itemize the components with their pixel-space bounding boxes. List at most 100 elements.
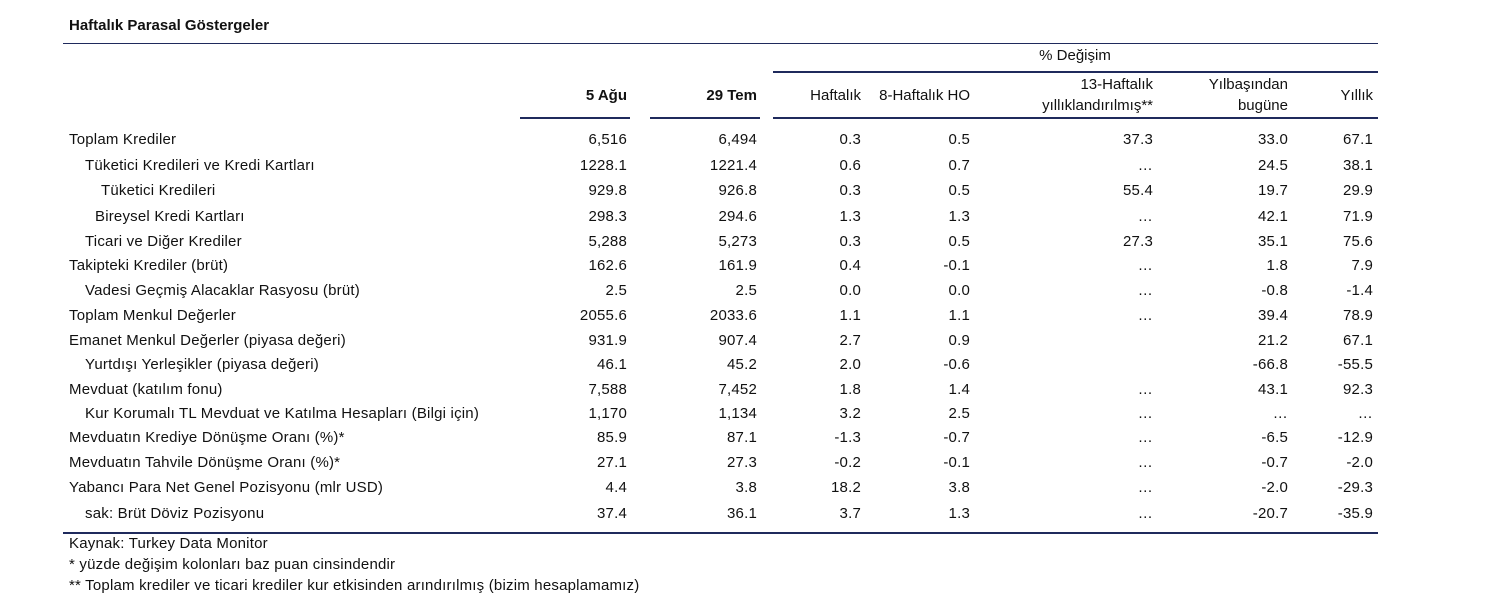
- page-title: Haftalık Parasal Göstergeler: [69, 17, 270, 34]
- row-value-col7: …: [1357, 405, 1373, 422]
- row-value-col5: …: [1137, 405, 1153, 422]
- source-note: Kaynak: Turkey Data Monitor: [69, 535, 268, 552]
- row-value-col4: 0.5: [948, 131, 970, 148]
- row-value-col2: 1,134: [718, 405, 757, 422]
- row-value-col1: 46.1: [597, 356, 627, 373]
- col-header-ytd-line2: bugüne: [1237, 97, 1288, 114]
- row-value-col5: …: [1137, 257, 1153, 274]
- row-value-col1: 1228.1: [579, 157, 627, 174]
- row-value-col6: 39.4: [1258, 307, 1288, 324]
- row-value-col7: -1.4: [1346, 282, 1373, 299]
- row-value-col4: 3.8: [948, 479, 970, 496]
- table-row: Yabancı Para Net Genel Pozisyonu (mlr US…: [0, 479, 1487, 503]
- row-label: Emanet Menkul Değerler (piyasa değeri): [69, 332, 346, 349]
- row-value-col7: 67.1: [1343, 332, 1373, 349]
- table-row: Vadesi Geçmiş Alacaklar Rasyosu (brüt) 2.…: [0, 282, 1487, 306]
- row-value-col5: …: [1137, 307, 1153, 324]
- table-row: Toplam Menkul Değerler 2055.6 2033.6 1.1 1.1…: [0, 307, 1487, 331]
- row-value-col4: 0.7: [948, 157, 970, 174]
- row-value-col5: …: [1137, 505, 1153, 522]
- row-value-col2: 36.1: [727, 505, 757, 522]
- row-value-col4: 1.3: [948, 208, 970, 225]
- row-value-col6: 21.2: [1258, 332, 1288, 349]
- row-value-col6: 1.8: [1266, 257, 1288, 274]
- row-value-col7: 29.9: [1343, 182, 1373, 199]
- row-value-col7: -55.5: [1337, 356, 1373, 373]
- row-value-col6: 33.0: [1258, 131, 1288, 148]
- row-value-col2: 87.1: [727, 429, 757, 446]
- table-row: Emanet Menkul Değerler (piyasa değeri) 93…: [0, 332, 1487, 356]
- row-label: Takipteki Krediler (brüt): [69, 257, 229, 274]
- row-value-col7: 75.6: [1343, 233, 1373, 250]
- row-value-col2: 5,273: [718, 233, 757, 250]
- row-value-col1: 1,170: [588, 405, 627, 422]
- row-value-col4: 1.1: [948, 307, 970, 324]
- percent-change-header: % Değişim: [1039, 47, 1111, 64]
- row-value-col5: …: [1137, 479, 1153, 496]
- row-value-col1: 929.8: [588, 182, 627, 199]
- col-header-haftalik: Haftalık: [810, 87, 861, 104]
- row-value-col5: …: [1137, 381, 1153, 398]
- row-value-col4: 2.5: [948, 405, 970, 422]
- row-value-col4: 1.4: [948, 381, 970, 398]
- row-value-col4: 0.5: [948, 233, 970, 250]
- row-value-col7: 78.9: [1343, 307, 1373, 324]
- top-rule: [63, 43, 1378, 44]
- row-label: Yabancı Para Net Genel Pozisyonu (mlr US…: [69, 479, 384, 496]
- row-label: sak: Brüt Döviz Pozisyonu: [85, 505, 265, 522]
- row-value-col3: 1.3: [839, 208, 861, 225]
- row-value-col4: -0.7: [943, 429, 970, 446]
- table-row: Yurtdışı Yerleşikler (piyasa değeri) 46.1…: [0, 356, 1487, 380]
- row-value-col2: 161.9: [718, 257, 757, 274]
- row-value-col3: 3.2: [839, 405, 861, 422]
- row-value-col3: 2.7: [839, 332, 861, 349]
- row-value-col7: -35.9: [1337, 505, 1373, 522]
- row-value-col4: 0.0: [948, 282, 970, 299]
- row-value-col2: 7,452: [718, 381, 757, 398]
- row-value-col5: …: [1137, 157, 1153, 174]
- row-label: Kur Korumalı TL Mevduat ve Katılma Hesap…: [85, 405, 480, 422]
- header-underline-col1: [520, 117, 630, 119]
- row-value-col1: 162.6: [588, 257, 627, 274]
- row-value-col5: …: [1137, 454, 1153, 471]
- header-underline-change: [773, 117, 1378, 119]
- row-value-col6: 24.5: [1258, 157, 1288, 174]
- row-value-col2: 907.4: [718, 332, 757, 349]
- row-value-col2: 27.3: [727, 454, 757, 471]
- row-label: Tüketici Kredileri: [101, 182, 216, 199]
- row-label: Ticari ve Diğer Krediler: [85, 233, 242, 250]
- row-value-col6: -6.5: [1261, 429, 1288, 446]
- row-value-col2: 2.5: [735, 282, 757, 299]
- row-value-col2: 2033.6: [709, 307, 757, 324]
- row-value-col1: 2055.6: [579, 307, 627, 324]
- row-value-col6: 42.1: [1258, 208, 1288, 225]
- row-value-col3: 0.3: [839, 233, 861, 250]
- table-row: Takipteki Krediler (brüt) 162.6 161.9 0.4 -0…: [0, 257, 1487, 281]
- row-value-col7: -29.3: [1337, 479, 1373, 496]
- row-value-col2: 3.8: [735, 479, 757, 496]
- row-value-col4: 1.3: [948, 505, 970, 522]
- table-row: Mevduatın Krediye Dönüşme Oranı (%)* 85.9…: [0, 429, 1487, 453]
- row-value-col6: -0.7: [1261, 454, 1288, 471]
- row-value-col1: 85.9: [597, 429, 627, 446]
- row-value-col6: 35.1: [1258, 233, 1288, 250]
- row-value-col2: 294.6: [718, 208, 757, 225]
- row-value-col6: -0.8: [1261, 282, 1288, 299]
- table-row: Bireysel Kredi Kartları 298.3 294.6 1.3 1.3 ……: [0, 208, 1487, 232]
- col-header-13-haftalik-line2: yıllıklandırılmış**: [1042, 97, 1153, 114]
- row-value-col6: …: [1272, 405, 1288, 422]
- row-value-col3: 0.0: [839, 282, 861, 299]
- row-value-col6: -2.0: [1261, 479, 1288, 496]
- row-value-col1: 4.4: [605, 479, 627, 496]
- row-value-col1: 7,588: [588, 381, 627, 398]
- footnote-1: * yüzde değişim kolonları baz puan cinsi…: [69, 556, 396, 573]
- row-value-col3: 0.6: [839, 157, 861, 174]
- row-value-col7: 38.1: [1343, 157, 1373, 174]
- footnote-2: ** Toplam krediler ve ticari krediler ku…: [69, 577, 640, 594]
- row-value-col7: 71.9: [1343, 208, 1373, 225]
- row-value-col7: 7.9: [1351, 257, 1373, 274]
- row-value-col7: -12.9: [1337, 429, 1373, 446]
- row-value-col6: 19.7: [1258, 182, 1288, 199]
- row-value-col5: …: [1137, 282, 1153, 299]
- row-value-col2: 45.2: [727, 356, 757, 373]
